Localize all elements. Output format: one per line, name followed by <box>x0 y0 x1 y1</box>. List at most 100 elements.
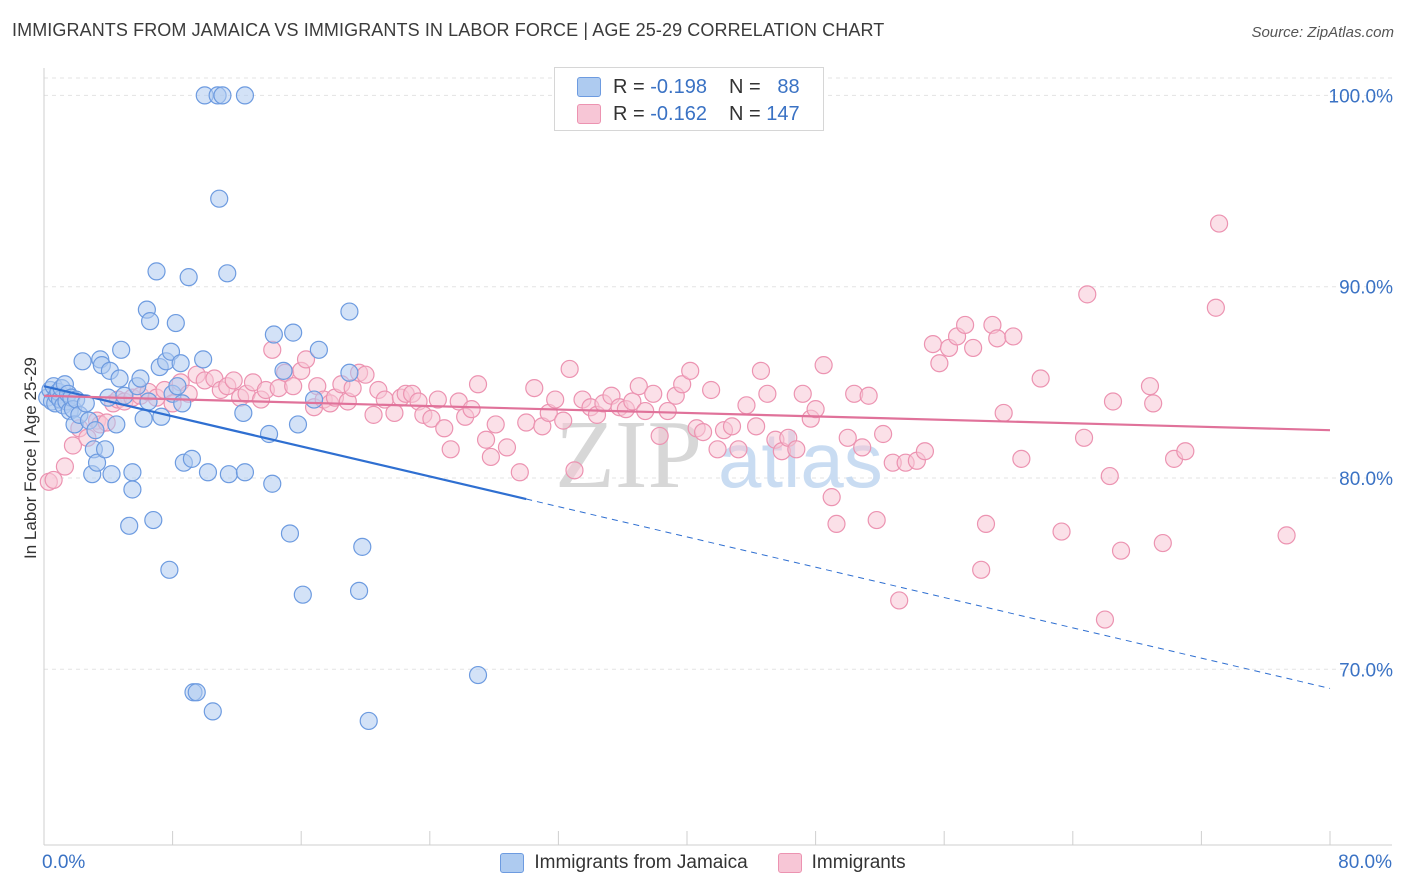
jamaica-point <box>107 415 126 434</box>
jamaica-point <box>95 440 115 459</box>
immigrants-point <box>510 463 529 482</box>
y-tick-label: 100.0% <box>1329 86 1394 107</box>
legend-item-jamaica[interactable]: Immigrants from Jamaica <box>500 852 748 874</box>
immigrants-point <box>890 591 909 610</box>
immigrants-point <box>793 384 812 403</box>
jamaica-point <box>147 262 166 281</box>
jamaica-point <box>120 516 139 535</box>
immigrants-point <box>1111 541 1131 560</box>
immigrants-point <box>343 378 362 398</box>
immigrants-point <box>806 400 825 419</box>
legend-n-label: N = <box>728 102 761 125</box>
legend-r-value: -0.198 <box>650 75 707 98</box>
immigrants-point <box>554 411 573 430</box>
axis-layer <box>43 68 1392 846</box>
legend-label-immigrants: Immigrants <box>811 852 906 873</box>
immigrants-point <box>428 390 447 409</box>
jamaica-point <box>309 340 328 359</box>
jamaica-point <box>359 711 378 731</box>
immigrants-point <box>1004 327 1023 346</box>
immigrants-point <box>867 510 886 530</box>
immigrants-point <box>827 514 846 534</box>
immigrants-point <box>629 377 648 396</box>
immigrants-point <box>722 417 742 436</box>
immigrants-point <box>1153 533 1172 553</box>
jamaica-point <box>349 581 369 600</box>
jamaica-point <box>340 302 359 321</box>
immigrants-point <box>859 386 878 405</box>
immigrants-point <box>1052 522 1071 541</box>
immigrants-point <box>468 375 488 394</box>
jamaica-point <box>203 702 222 721</box>
jamaica-point <box>235 463 255 482</box>
y-tick-label: 70.0% <box>1339 660 1393 681</box>
jamaica-point <box>264 325 283 344</box>
immigrants-point <box>55 457 74 476</box>
immigrants-point <box>1140 377 1160 396</box>
jamaica-point <box>73 352 92 371</box>
jamaica-point <box>123 463 142 482</box>
jamaica-point <box>219 465 238 484</box>
legend-r-value: -0.162 <box>650 102 707 125</box>
legend-swatch-immigrants <box>777 853 802 873</box>
watermark-zip: ZIP <box>555 401 702 509</box>
jamaica-point <box>288 415 308 434</box>
immigrants-point <box>517 413 536 432</box>
immigrants-point <box>1074 428 1094 447</box>
immigrants-point <box>1012 449 1031 468</box>
jamaica-point <box>173 394 192 413</box>
jamaica-point <box>86 421 105 440</box>
jamaica-point <box>152 407 171 426</box>
jamaica-point <box>353 537 372 556</box>
jamaica-point <box>87 453 107 472</box>
immigrants-point <box>737 396 756 415</box>
immigrants-point <box>747 417 766 436</box>
immigrants-point <box>964 338 983 358</box>
immigrants-point <box>441 440 460 459</box>
legend-item-immigrants[interactable]: Immigrants <box>777 852 906 874</box>
jamaica-point <box>144 510 163 530</box>
immigrants-point <box>1144 394 1163 413</box>
series-legend: Immigrants from Jamaica Immigrants <box>0 852 1406 874</box>
immigrants-point <box>565 461 584 480</box>
jamaica-point <box>194 350 213 369</box>
legend-n-label: N = <box>728 75 761 98</box>
immigrants-point <box>1277 526 1296 545</box>
jamaica-point <box>468 665 488 685</box>
immigrants-point <box>44 470 63 490</box>
immigrants-point <box>1078 285 1097 304</box>
legend-swatch-jamaica <box>500 853 525 873</box>
immigrants-point <box>486 415 505 434</box>
immigrants-point <box>1209 214 1229 233</box>
immigrants-point <box>364 405 383 424</box>
legend-n-value: 147 <box>766 102 800 125</box>
jamaica-point <box>304 390 324 409</box>
jamaica-point <box>218 264 237 283</box>
jamaica-point <box>235 86 255 105</box>
jamaica-point <box>340 363 359 382</box>
immigrants-point <box>435 419 454 438</box>
legend-r-label: R = <box>613 102 645 125</box>
jamaica-point <box>139 392 158 411</box>
x-tick-label-max: 80.0% <box>1338 852 1392 873</box>
immigrants-point <box>923 334 943 354</box>
immigrants-trend-line <box>43 394 1331 432</box>
immigrants-point <box>853 438 872 457</box>
jamaica-point <box>134 409 153 428</box>
jamaica-point <box>263 474 282 493</box>
jamaica-point <box>210 189 229 208</box>
jamaica-point <box>280 524 300 543</box>
immigrants-point <box>681 361 700 380</box>
jamaica-point <box>179 268 198 287</box>
x-tick-label-min: 0.0% <box>42 852 86 873</box>
watermark: ZIP atlas <box>555 401 883 509</box>
immigrants-point <box>546 390 565 409</box>
immigrants-point <box>658 401 677 421</box>
correlation-legend: R = -0.198 N = 88 R = -0.162 N = 147 <box>554 67 824 131</box>
immigrants-point <box>814 356 833 375</box>
immigrants-point <box>422 409 441 428</box>
legend-row-immigrants: R = -0.162 N = 147 <box>577 101 800 127</box>
immigrants-point <box>693 422 713 442</box>
jamaica-point <box>102 465 121 484</box>
immigrants-point <box>1103 392 1123 411</box>
